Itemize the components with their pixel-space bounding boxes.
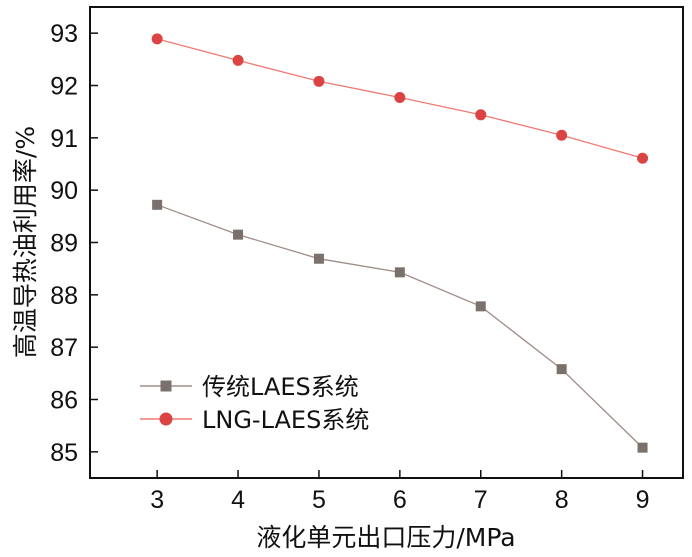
x-tick-label: 3: [150, 486, 164, 514]
data-point-square: [152, 199, 163, 210]
x-tick-label: 7: [474, 486, 488, 514]
legend-label-traditional: 传统LAES系统: [202, 373, 359, 401]
x-tick-label: 4: [231, 486, 245, 514]
y-tick-label: 88: [50, 282, 78, 310]
y-tick-label: 87: [50, 334, 78, 362]
y-tick-label: 86: [50, 387, 78, 415]
data-point-circle: [475, 109, 487, 121]
plot-frame: [89, 6, 684, 479]
y-tick-label: 93: [50, 20, 78, 48]
y-tick-label: 85: [50, 439, 78, 467]
data-point-circle: [151, 33, 163, 45]
legend-marker-circle: [159, 412, 173, 426]
data-point-circle: [394, 92, 406, 104]
data-point-square: [313, 253, 324, 264]
y-axis: 85 86 87 88 89 90 91 92 93: [50, 20, 98, 467]
data-point-square: [233, 229, 244, 240]
y-tick-label: 89: [50, 230, 78, 258]
x-tick-label: 9: [636, 486, 650, 514]
data-point-square: [637, 442, 648, 453]
series-layer: [151, 33, 649, 453]
legend: 传统LAES系统 LNG-LAES系统: [140, 373, 369, 434]
x-tick-label: 5: [312, 486, 326, 514]
data-point-square: [475, 301, 486, 312]
x-axis-title: 液化单元出口压力/MPa: [256, 523, 515, 552]
data-point-square: [556, 364, 567, 375]
x-axis: 3 4 5 6 7 8 9: [150, 470, 650, 514]
legend-label-lng: LNG-LAES系统: [202, 406, 369, 434]
x-tick-label: 8: [555, 486, 569, 514]
data-point-circle: [232, 54, 244, 66]
y-tick-label: 91: [50, 125, 78, 153]
data-point-circle: [556, 129, 568, 141]
y-tick-label: 90: [50, 177, 78, 205]
y-tick-label: 92: [50, 73, 78, 101]
y-axis-title: 高温导热油利用率/%: [11, 126, 40, 358]
data-point-circle: [313, 75, 325, 87]
x-tick-label: 6: [393, 486, 407, 514]
data-point-square: [394, 267, 405, 278]
data-point-circle: [637, 152, 649, 164]
legend-marker-square: [160, 380, 172, 392]
